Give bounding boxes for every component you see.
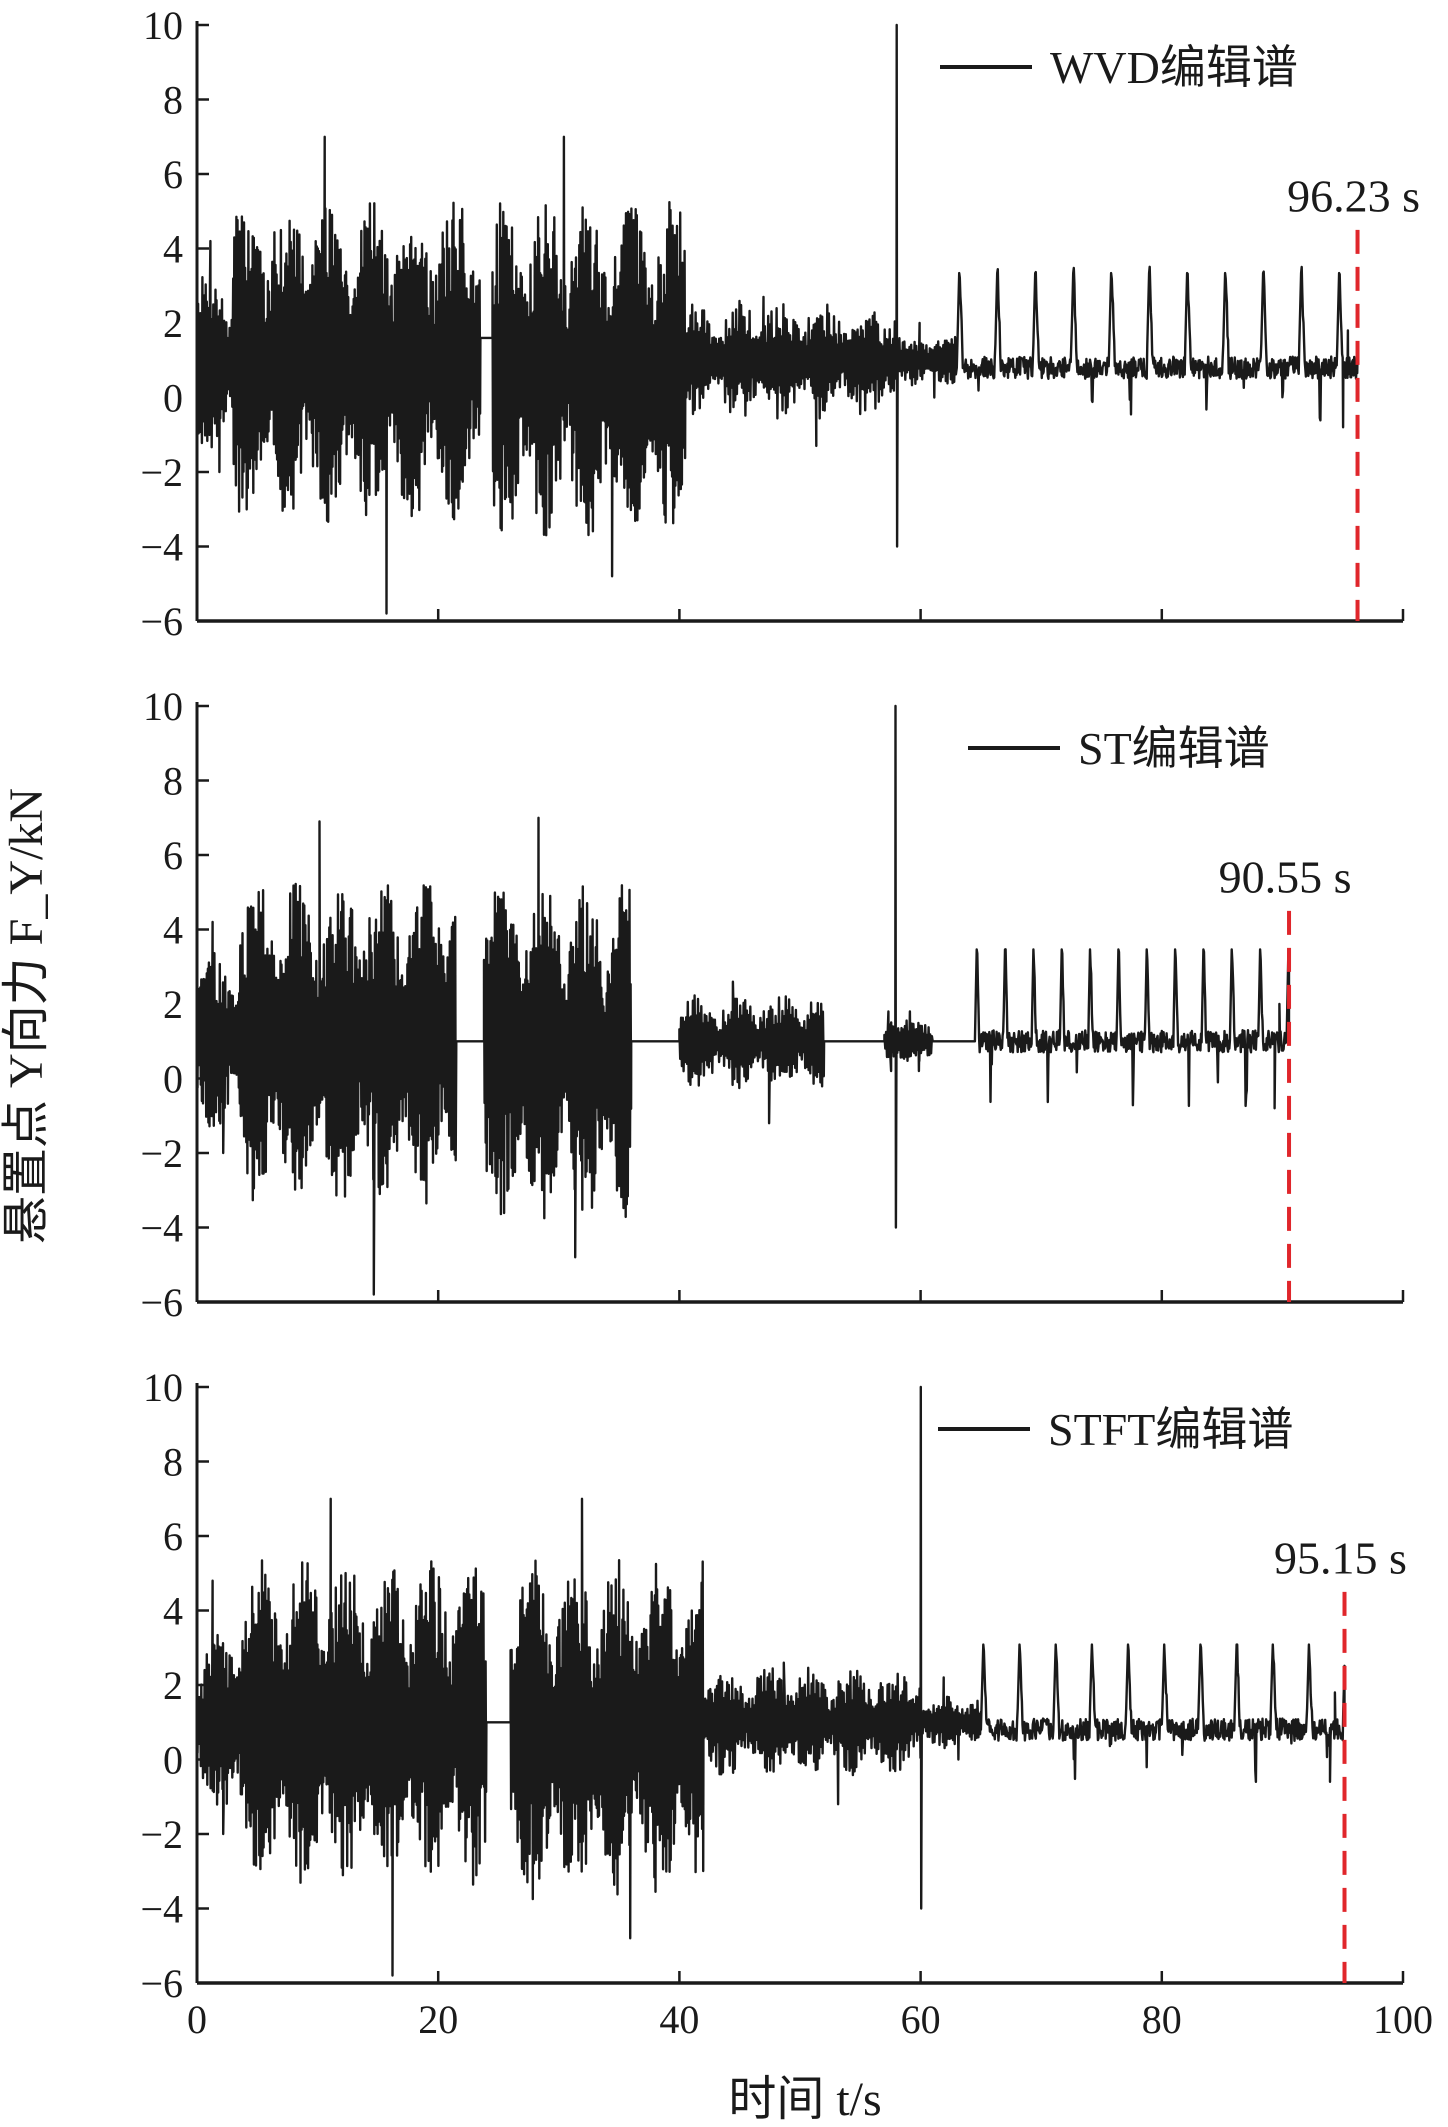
y-tick-label: −2 [140,1131,183,1176]
chart-panel: −6 −4 −2 0 2 4 6 8 10 95.15 s STFT编辑谱 [140,1365,1407,2006]
y-tick-label: 0 [163,1738,183,1783]
chart-panel: −6 −4 −2 0 2 4 6 8 10 90.55 s ST编辑谱 [140,684,1405,1325]
series-line [195,1385,1346,1977]
y-tick-label: −4 [140,1887,183,1932]
y-tick-label: 10 [143,1365,183,1410]
y-axis-title: 悬置点 Y向力 F_Y/kN [0,788,53,1244]
x-tick-label: 80 [1142,1997,1182,2042]
x-axis-tick-labels: 0 20 40 60 80 100 [187,1997,1433,2042]
series-line [195,23,1359,615]
y-tick-label: 6 [163,1514,183,1559]
x-tick-label: 100 [1373,1997,1433,2042]
end-marker-label: 95.15 s [1274,1532,1407,1583]
chart-panel: −6 −4 −2 0 2 4 6 8 10 96.23 s WVD编辑谱 [140,3,1420,644]
y-tick-label: 4 [163,908,183,953]
x-tick-label: 0 [187,1997,207,2042]
y-tick-label: 6 [163,833,183,878]
x-axis-title: 时间 t/s [728,2073,881,2126]
end-marker-label: 96.23 s [1287,170,1420,221]
y-tick-label: −6 [140,1961,183,2006]
y-tick-label: −6 [140,599,183,644]
x-tick-label: 20 [418,1997,458,2042]
y-tick-label: −6 [140,1280,183,1325]
y-tick-label: −4 [140,525,183,570]
y-tick-label: 2 [163,1663,183,1708]
x-tick-label: 60 [901,1997,941,2042]
y-tick-label: 2 [163,982,183,1027]
y-tick-label: 8 [163,78,183,123]
y-tick-label: 2 [163,301,183,346]
x-tick-label: 40 [659,1997,699,2042]
y-tick-label: −4 [140,1206,183,1251]
legend-label: STFT编辑谱 [1048,1404,1293,1455]
y-tick-label: 8 [163,1440,183,1485]
y-tick-label: 6 [163,152,183,197]
y-tick-label: 4 [163,1589,183,1634]
y-tick-label: 10 [143,684,183,729]
legend-label: WVD编辑谱 [1050,42,1298,93]
end-marker-label: 90.55 s [1219,851,1352,902]
y-tick-label: 10 [143,3,183,48]
y-tick-label: 0 [163,1057,183,1102]
y-tick-label: 8 [163,759,183,804]
legend-label: ST编辑谱 [1078,723,1270,774]
y-tick-label: −2 [140,450,183,495]
y-tick-label: −2 [140,1812,183,1857]
y-tick-label: 0 [163,376,183,421]
series-line [195,704,1291,1296]
y-tick-label: 4 [163,227,183,272]
